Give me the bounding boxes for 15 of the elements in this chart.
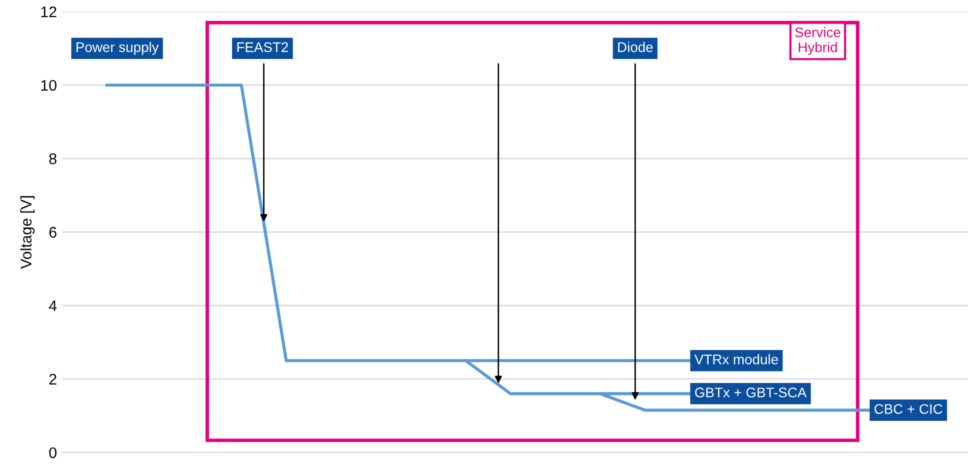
annotation: FEAST2: [237, 42, 288, 52]
series-label: CBC + CIC: [874, 404, 942, 414]
y-tick-label: 2: [49, 374, 56, 385]
annotation: Power supply: [76, 42, 159, 55]
y-tick-label: 4: [48, 300, 57, 312]
y-tick-label: 12: [41, 6, 56, 18]
y-axis-title: Voltage [V]: [20, 196, 35, 269]
series-label: GBTx + GBT-SCA: [695, 388, 807, 398]
annotation: Diode: [618, 42, 653, 52]
y-tick-label: 0: [49, 447, 56, 458]
y-tick-label: 8: [49, 153, 56, 164]
series-label: VTRx module: [694, 354, 778, 364]
y-tick-label: 10: [41, 80, 56, 91]
y-tick-label: 6: [49, 226, 56, 238]
annotation: Service Hybrid: [795, 27, 840, 55]
